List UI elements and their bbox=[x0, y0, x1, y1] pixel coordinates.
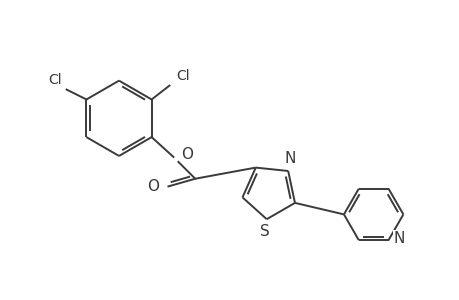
Text: N: N bbox=[392, 231, 404, 246]
Text: O: O bbox=[181, 148, 193, 163]
Text: Cl: Cl bbox=[176, 69, 190, 82]
Text: S: S bbox=[259, 224, 269, 239]
Text: N: N bbox=[284, 151, 295, 166]
Text: O: O bbox=[147, 179, 159, 194]
Text: Cl: Cl bbox=[48, 73, 62, 87]
